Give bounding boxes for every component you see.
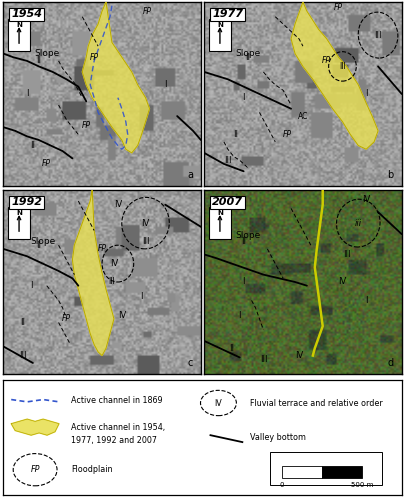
FancyBboxPatch shape (8, 208, 30, 239)
Text: FP: FP (283, 130, 292, 139)
Text: 500 m: 500 m (351, 482, 373, 488)
Text: 1977: 1977 (212, 10, 243, 20)
Text: Active channel in 1869: Active channel in 1869 (71, 396, 163, 405)
Text: Active channel in 1954,: Active channel in 1954, (71, 422, 165, 432)
Polygon shape (72, 190, 114, 356)
Text: IV: IV (114, 200, 122, 209)
Text: Slope: Slope (34, 49, 60, 58)
Text: I: I (365, 296, 367, 305)
Text: Floodplain: Floodplain (71, 465, 113, 474)
Text: 2007: 2007 (212, 198, 243, 207)
Text: 1954: 1954 (11, 10, 42, 20)
Text: III: III (142, 237, 149, 246)
Text: iii: iii (355, 218, 362, 228)
Text: c: c (188, 358, 193, 368)
Text: III: III (260, 355, 267, 364)
Text: b: b (388, 170, 394, 180)
Text: Fluvial terrace and relative order: Fluvial terrace and relative order (250, 398, 383, 407)
Text: FP: FP (98, 244, 107, 254)
Text: Slope: Slope (235, 49, 260, 58)
Text: FP: FP (334, 3, 343, 12)
Text: I: I (243, 278, 245, 286)
Text: I: I (26, 90, 28, 98)
Text: d: d (388, 358, 394, 368)
Text: 1992: 1992 (11, 198, 42, 207)
Text: II: II (36, 240, 41, 250)
Text: II: II (36, 56, 41, 66)
FancyBboxPatch shape (270, 452, 382, 484)
Text: N: N (217, 210, 223, 216)
Text: 0: 0 (280, 482, 284, 488)
Text: Slope: Slope (235, 232, 260, 240)
Text: N: N (217, 22, 223, 28)
Text: FP: FP (90, 52, 99, 62)
FancyBboxPatch shape (8, 20, 30, 51)
Text: III: III (224, 156, 232, 164)
Text: IV: IV (215, 398, 222, 407)
Text: III: III (109, 278, 115, 286)
Text: a: a (187, 170, 193, 180)
Text: I: I (239, 310, 241, 320)
Text: IV: IV (110, 259, 118, 268)
Text: FP: FP (30, 465, 40, 474)
Text: FP: FP (42, 160, 51, 168)
FancyBboxPatch shape (209, 208, 231, 239)
Bar (322, 466, 362, 478)
Text: FP: FP (82, 121, 91, 130)
Text: III: III (343, 250, 350, 259)
Text: II: II (229, 344, 234, 352)
Text: IV: IV (118, 310, 126, 320)
Text: Valley bottom: Valley bottom (250, 433, 306, 442)
Text: AC: AC (298, 112, 308, 120)
Text: II: II (21, 318, 26, 327)
Text: IV: IV (141, 218, 150, 228)
Text: III: III (19, 351, 27, 360)
Text: I: I (243, 93, 245, 102)
Bar (282, 466, 322, 478)
Text: I: I (30, 281, 32, 290)
FancyBboxPatch shape (209, 20, 231, 51)
Text: II: II (241, 237, 246, 246)
Text: FP: FP (143, 6, 152, 16)
Text: III: III (339, 62, 346, 71)
Text: I: I (141, 292, 143, 301)
Text: N: N (16, 210, 22, 216)
Text: N: N (16, 22, 22, 28)
Text: IV: IV (338, 278, 347, 286)
Text: IV: IV (362, 194, 370, 203)
Text: Slope: Slope (30, 237, 55, 246)
Polygon shape (82, 2, 149, 153)
Text: II: II (30, 141, 35, 150)
Text: I: I (365, 90, 367, 98)
Polygon shape (11, 419, 59, 435)
Text: FP: FP (322, 56, 331, 66)
Text: III: III (374, 30, 382, 40)
Text: IV: IV (295, 351, 303, 360)
Text: FP: FP (62, 314, 71, 324)
Text: II: II (233, 130, 238, 139)
Polygon shape (291, 2, 378, 149)
Text: 1977, 1992 and 2007: 1977, 1992 and 2007 (71, 436, 157, 446)
Text: II: II (245, 52, 250, 62)
Text: I: I (164, 80, 166, 90)
